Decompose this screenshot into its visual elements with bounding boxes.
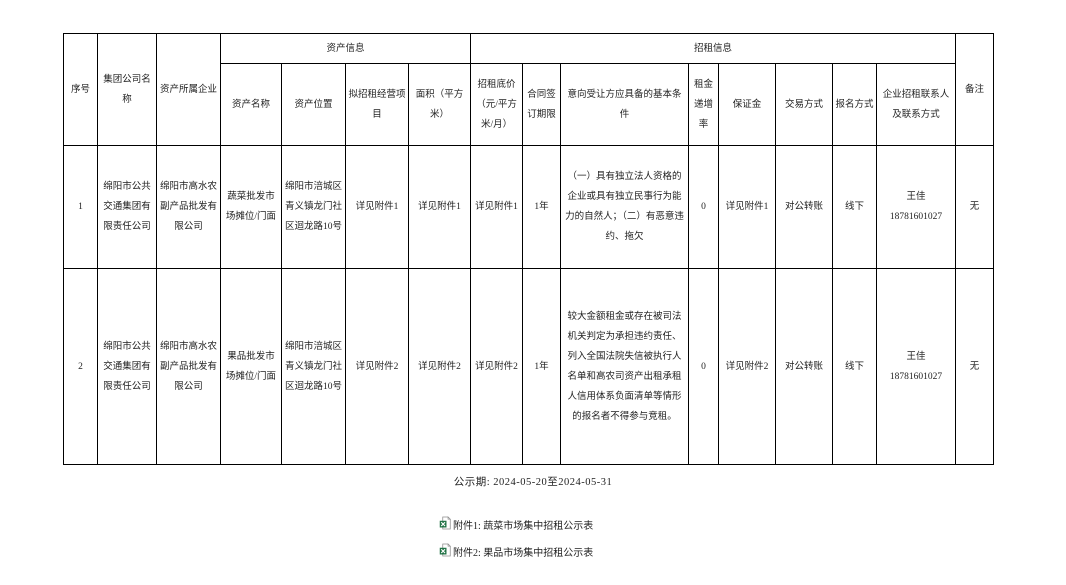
header-rent-increase-rate: 租金递增率 — [688, 63, 720, 146]
cell-base-price: 详见附件1 — [470, 145, 524, 269]
header-group-leasing-info: 招租信息 — [470, 33, 957, 64]
header-group-asset-info: 资产信息 — [219, 33, 472, 64]
cell-group-company: 绵阳市公共交通集团有限责任公司 — [97, 145, 157, 269]
lease-publicity-table: 序号 集团公司名称 资产所属企业 资产信息 招租信息 备注 资产名称 资产位置 … — [63, 33, 995, 465]
cell-asset-location: 绵阳市涪城区青义镇龙门社区迴龙路10号 — [281, 145, 346, 269]
cell-serial: 2 — [63, 268, 98, 465]
table-row: 1 绵阳市公共交通集团有限责任公司 绵阳市高水农副产品批发有限公司 蔬菜批发市场… — [63, 145, 995, 269]
cell-area: 详见附件2 — [407, 268, 472, 465]
attachment-link-1[interactable]: 附件1: 蔬菜市场集中招租公示表 — [439, 514, 593, 534]
cell-asset-location: 绵阳市涪城区青义镇龙门社区迴龙路10号 — [281, 268, 346, 465]
header-remarks: 备注 — [955, 33, 995, 146]
header-conditions: 意向受让方应具备的基本条件 — [560, 63, 690, 146]
header-base-price: 招租底价（元/平方米/月） — [470, 63, 524, 146]
excel-file-icon — [439, 542, 451, 560]
cell-transaction-method: 对公转账 — [775, 145, 834, 269]
header-contract-term: 合同签订期限 — [522, 63, 562, 146]
cell-registration-method: 线下 — [832, 145, 878, 269]
cell-asset-enterprise: 绵阳市高水农副产品批发有限公司 — [156, 145, 221, 269]
cell-contract-term: 1年 — [522, 145, 562, 269]
table-row: 2 绵阳市公共交通集团有限责任公司 绵阳市高水农副产品批发有限公司 果品批发市场… — [63, 268, 995, 465]
contact-phone: 18781601027 — [889, 212, 943, 222]
cell-asset-enterprise: 绵阳市高水农副产品批发有限公司 — [156, 268, 221, 465]
header-asset-enterprise: 资产所属企业 — [156, 33, 221, 146]
header-deposit: 保证金 — [718, 63, 777, 146]
cell-proposed-project: 详见附件2 — [345, 268, 409, 465]
publicity-period-text: 公示期: 2024-05-20至2024-05-31 — [453, 477, 613, 488]
cell-contract-term: 1年 — [522, 268, 562, 465]
contact-name: 王佳 — [906, 351, 926, 362]
cell-registration-method: 线下 — [832, 268, 878, 465]
header-asset-name: 资产名称 — [220, 63, 282, 146]
cell-proposed-project: 详见附件1 — [345, 145, 409, 269]
cell-serial: 1 — [63, 145, 98, 269]
cell-group-company: 绵阳市公共交通集团有限责任公司 — [97, 268, 157, 465]
excel-file-icon — [439, 515, 451, 533]
cell-rent-increase-rate: 0 — [688, 145, 720, 269]
header-group-company: 集团公司名称 — [97, 33, 157, 146]
contact-name: 王佳 — [906, 192, 926, 202]
header-proposed-project: 拟招租经营项目 — [345, 63, 409, 146]
cell-rent-increase-rate: 0 — [688, 268, 720, 465]
cell-asset-name: 蔬菜批发市场摊位/门面 — [220, 145, 282, 269]
cell-conditions: （一）具有独立法人资格的企业或具有独立民事行为能力的自然人；（二）有恶意违约、拖… — [560, 145, 690, 269]
header-contact: 企业招租联系人及联系方式 — [876, 63, 957, 146]
header-serial-number: 序号 — [63, 33, 98, 146]
cell-asset-name: 果品批发市场摊位/门面 — [220, 268, 282, 465]
cell-remarks: 无 — [955, 268, 995, 465]
cell-area: 详见附件1 — [407, 145, 472, 269]
header-registration-method: 报名方式 — [832, 63, 878, 146]
attachment-label: 附件1: 蔬菜市场集中招租公示表 — [453, 520, 594, 532]
cell-deposit: 详见附件2 — [718, 268, 777, 465]
attachment-link-2[interactable]: 附件2: 果品市场集中招租公示表 — [439, 541, 593, 561]
header-area: 面积（平方米） — [407, 63, 472, 146]
cell-deposit: 详见附件1 — [718, 145, 777, 269]
cell-remarks: 无 — [955, 145, 995, 269]
contact-phone: 18781601027 — [889, 371, 943, 382]
cell-base-price: 详见附件2 — [470, 268, 524, 465]
attachments-list: 附件1: 蔬菜市场集中招租公示表 附件2: 果品市场集中招租公示表 — [439, 514, 593, 568]
header-asset-location: 资产位置 — [281, 63, 346, 146]
cell-transaction-method: 对公转账 — [775, 268, 834, 465]
cell-conditions: 较大金额租金或存在被司法机关判定为承担违约责任、列入全国法院失信被执行人名单和高… — [560, 268, 690, 465]
cell-contact: 王佳 18781601027 — [876, 145, 957, 269]
cell-contact: 王佳 18781601027 — [876, 268, 957, 465]
attachment-label: 附件2: 果品市场集中招租公示表 — [453, 547, 594, 559]
header-transaction-method: 交易方式 — [775, 63, 834, 146]
